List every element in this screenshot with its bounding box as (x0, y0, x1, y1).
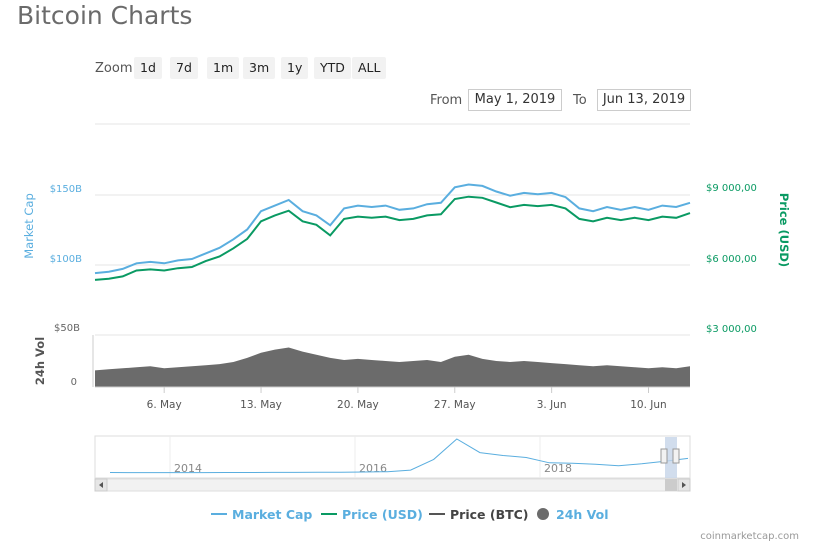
zoom-1y-button[interactable]: 1y (281, 57, 309, 79)
legend-item-24h-vol[interactable]: 24h Vol (537, 507, 609, 522)
zoom-all-button[interactable]: ALL (352, 57, 387, 79)
to-date-input[interactable]: Jun 13, 2019 (597, 89, 691, 111)
right-tick-6000: $6 000,00 (706, 254, 757, 265)
zoom-ytd-button[interactable]: YTD (314, 57, 351, 79)
navigator-left-handle[interactable] (660, 448, 668, 464)
legend-item-market-cap[interactable]: Market Cap (211, 507, 312, 522)
scrollbar-thumb[interactable] (665, 479, 677, 491)
volume-area (95, 347, 690, 387)
from-date-input[interactable]: May 1, 2019 (468, 89, 562, 111)
right-axis-title: Price (USD) (777, 193, 791, 267)
x-tick-label: 6. May (147, 399, 182, 411)
zoom-1m-button[interactable]: 1m (207, 57, 240, 79)
zoom-label: Zoom (95, 61, 133, 76)
zoom-7d-button[interactable]: 7d (170, 57, 198, 79)
right-tick-3000: $3 000,00 (706, 324, 757, 335)
navigator-line (109, 438, 689, 474)
navigator-tick-2014: 2014 (174, 462, 202, 475)
zoom-3m-button[interactable]: 3m (243, 57, 276, 79)
to-label: To (573, 93, 587, 108)
volume-axis-title: 24h Vol (33, 337, 47, 385)
legend-label-market-cap: Market Cap (232, 507, 312, 522)
navigator-tick-2018: 2018 (544, 462, 572, 475)
legend-label-price-usd: Price (USD) (342, 507, 423, 522)
legend-label-24h-vol: 24h Vol (556, 507, 609, 522)
navigator-right-handle[interactable] (672, 448, 680, 464)
x-tick-label: 3. Jun (537, 399, 567, 411)
volume-tick-0: 0 (71, 377, 77, 388)
left-tick-150b: $150B (50, 184, 82, 195)
price-usd-line (94, 195, 691, 281)
x-tick-label: 20. May (337, 399, 379, 411)
legend-item-price-btc[interactable]: Price (BTC) (429, 507, 529, 522)
legend: Market Cap Price (USD) Price (BTC) 24h V… (211, 507, 609, 522)
x-tick-label: 27. May (434, 399, 476, 411)
gridlines (95, 123, 690, 266)
footer-credit: coinmarketcap.com (700, 531, 799, 542)
market-cap-line (94, 183, 691, 275)
chevron-left-icon (99, 482, 103, 488)
legend-label-price-btc: Price (BTC) (450, 507, 529, 522)
left-tick-100b: $100B (50, 254, 82, 265)
right-tick-9000: $9 000,00 (706, 183, 757, 194)
x-tick-label: 13. May (240, 399, 282, 411)
from-label: From (430, 93, 463, 108)
navigator-selection[interactable] (665, 437, 677, 478)
zoom-1d-button[interactable]: 1d (134, 57, 162, 79)
scrollbar-track[interactable] (94, 478, 691, 492)
x-tick-label: 10. Jun (630, 399, 666, 411)
chevron-right-icon (682, 482, 686, 488)
volume-tick-50b: $50B (54, 323, 80, 334)
page-title: Bitcoin Charts (17, 1, 193, 30)
left-axis-title: Market Cap (22, 193, 36, 259)
legend-item-price-usd[interactable]: Price (USD) (321, 507, 423, 522)
legend-dot-icon (537, 508, 549, 520)
navigator-tick-2016: 2016 (359, 462, 387, 475)
